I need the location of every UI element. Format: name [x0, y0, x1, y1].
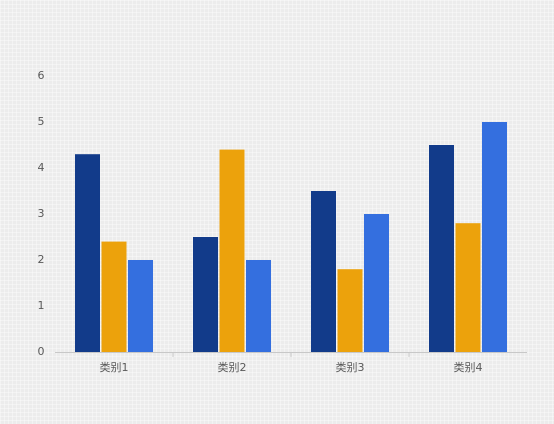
- bar: [128, 260, 153, 352]
- y-tick-label: 5: [38, 115, 45, 128]
- y-tick-label: 4: [38, 161, 45, 174]
- y-tick-label: 2: [38, 253, 45, 266]
- bar: [364, 214, 389, 352]
- x-tick-label: 类别1: [100, 360, 129, 374]
- bar: [482, 122, 507, 352]
- y-tick-label: 3: [38, 207, 45, 220]
- bar: [193, 237, 218, 352]
- bar: [455, 223, 481, 352]
- y-tick-label: 0: [38, 345, 45, 358]
- bar: [311, 191, 336, 352]
- x-tick-label: 类别2: [218, 360, 247, 374]
- bar: [75, 154, 100, 352]
- y-tick-label: 6: [38, 69, 45, 82]
- bar: [429, 145, 454, 352]
- bar: [219, 149, 245, 352]
- bar: [337, 269, 363, 352]
- bar: [246, 260, 271, 352]
- x-tick-label: 类别3: [336, 360, 365, 374]
- x-tick-label: 类别4: [454, 360, 483, 374]
- y-tick-label: 1: [38, 299, 45, 312]
- bar: [101, 241, 127, 352]
